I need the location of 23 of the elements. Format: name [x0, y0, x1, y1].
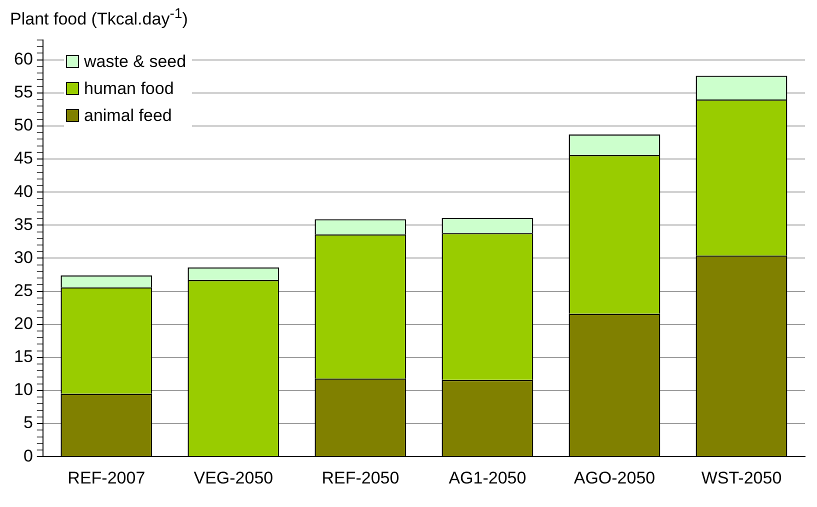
legend-label: waste & seed — [84, 51, 186, 73]
y-tick-label: 0 — [23, 446, 33, 466]
y-tick-label: 40 — [14, 182, 33, 201]
y-axis-title: Plant food (Tkcal.day$^{-1}$) — [10, 6, 194, 30]
x-tick-label: VEG-2050 — [194, 468, 274, 488]
y-tick-label: 60 — [14, 50, 33, 69]
y-tick-label: 30 — [14, 248, 33, 267]
x-tick-label: AGO-2050 — [574, 468, 656, 488]
x-tick-label: REF-2007 — [68, 468, 146, 488]
x-tick-label: AG1-2050 — [448, 468, 526, 488]
y-tick-label: 5 — [23, 413, 33, 432]
y-tick-label: 15 — [14, 347, 33, 366]
legend-label: human food — [84, 78, 174, 100]
x-tick-label: WST-2050 — [701, 468, 782, 488]
y-tick-label: 20 — [14, 314, 33, 334]
legend-label: animal feed — [84, 105, 172, 127]
y-tick-label: 55 — [14, 82, 33, 102]
y-tick-label: 50 — [14, 116, 33, 135]
x-tick-label: REF-2050 — [322, 468, 400, 488]
y-tick-label: 35 — [14, 214, 33, 234]
y-tick-label: 45 — [14, 148, 33, 168]
y-tick-label: 10 — [14, 380, 33, 400]
y-tick-label: 25 — [14, 280, 33, 300]
